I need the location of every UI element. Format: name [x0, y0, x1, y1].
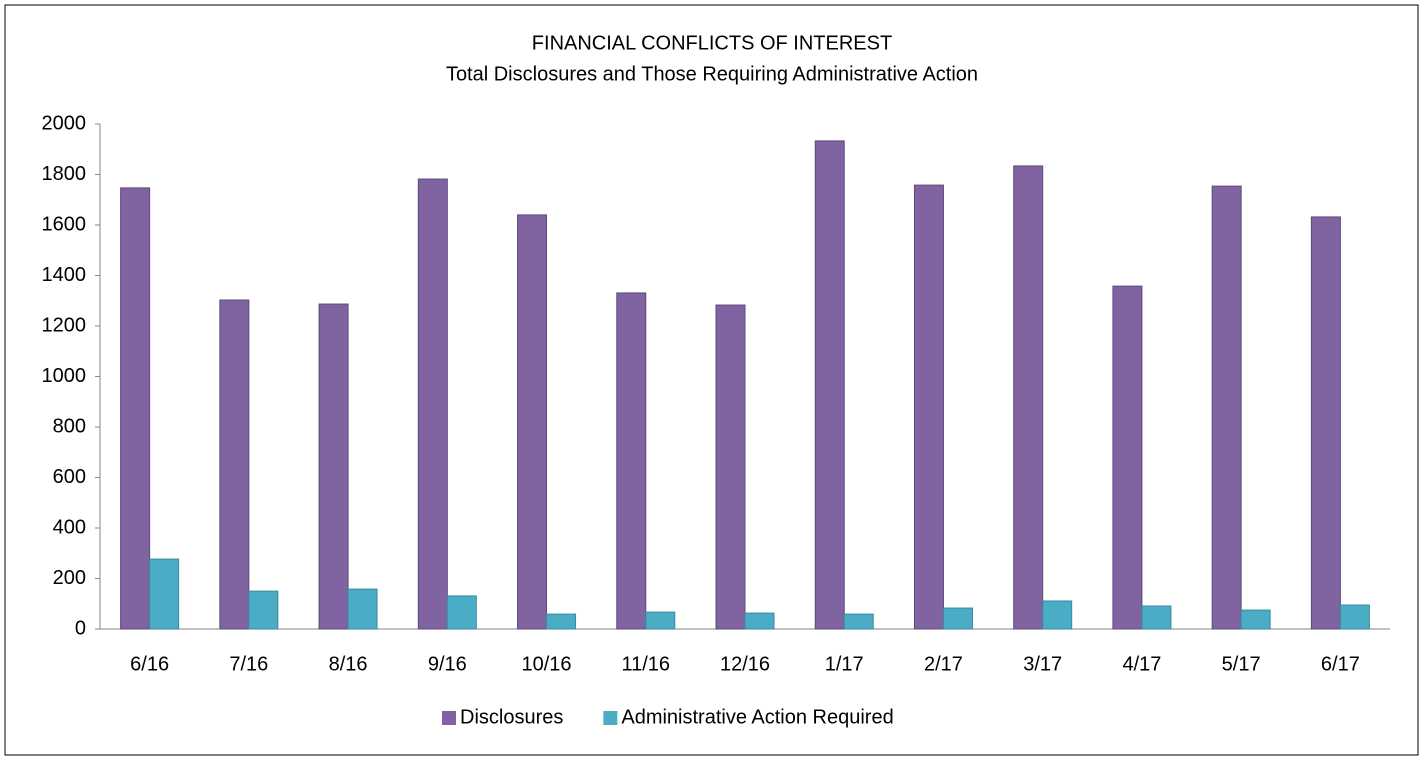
legend-label: Administrative Action Required	[621, 706, 893, 728]
x-tick-label: 10/16	[522, 653, 572, 675]
legend-swatch	[442, 711, 456, 725]
chart-title: FINANCIAL CONFLICTS OF INTEREST	[532, 32, 892, 54]
bar	[1339, 604, 1370, 630]
bar	[318, 303, 349, 630]
chart-subtitle: Total Disclosures and Those Requiring Ad…	[446, 63, 978, 85]
y-tick-label: 1400	[42, 264, 87, 286]
bar	[1310, 216, 1341, 630]
x-tick-label: 9/16	[428, 653, 467, 675]
bar	[715, 304, 746, 630]
y-tick-label: 0	[75, 617, 86, 639]
x-tick-label: 6/16	[130, 653, 169, 675]
bar	[446, 595, 477, 630]
bar	[248, 590, 279, 630]
y-tick-label: 200	[53, 567, 86, 589]
legend-swatch	[603, 711, 618, 725]
bar	[1112, 285, 1143, 630]
y-tick-label: 2000	[42, 112, 87, 134]
bar	[616, 292, 647, 630]
bar	[149, 558, 180, 630]
bar	[120, 187, 151, 630]
bar	[744, 612, 775, 630]
chart-frame	[4, 4, 1419, 756]
bar	[1042, 600, 1073, 630]
y-tick-label: 600	[53, 466, 86, 488]
y-tick-label: 400	[53, 516, 86, 538]
bar	[942, 607, 973, 630]
bar	[517, 214, 548, 630]
bar	[546, 613, 577, 630]
x-tick-label: 5/17	[1222, 653, 1261, 675]
x-tick-label: 4/17	[1122, 653, 1161, 675]
x-tick-label: 8/16	[329, 653, 368, 675]
y-tick-label: 1800	[42, 163, 87, 185]
x-tick-label: 2/17	[924, 653, 963, 675]
bar	[913, 184, 944, 630]
bar	[347, 588, 378, 630]
bar	[1141, 605, 1172, 630]
bar	[417, 178, 448, 630]
x-tick-label: 6/17	[1321, 653, 1360, 675]
y-tick-label: 1000	[42, 365, 87, 387]
bar	[1013, 165, 1044, 630]
x-tick-label: 12/16	[720, 653, 770, 675]
bar	[814, 140, 845, 630]
bar	[1211, 185, 1242, 630]
x-tick-label: 11/16	[621, 653, 670, 675]
x-tick-label: 1/17	[825, 653, 864, 675]
bar	[1240, 609, 1271, 630]
y-tick-label: 1600	[42, 213, 87, 235]
x-tick-label: 3/17	[1023, 653, 1062, 675]
bar	[843, 613, 874, 630]
legend-label: Disclosures	[460, 706, 563, 728]
x-tick-label: 7/16	[229, 653, 268, 675]
bar	[219, 299, 250, 630]
y-tick-label: 800	[53, 415, 86, 437]
bar	[645, 611, 676, 630]
y-tick-label: 1200	[42, 314, 87, 336]
